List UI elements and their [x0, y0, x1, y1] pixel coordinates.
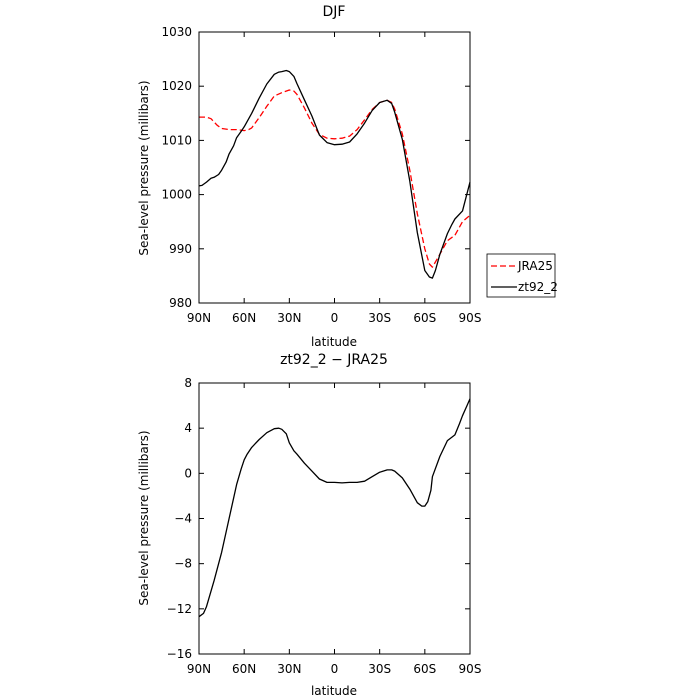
top-series-line-zt92-2	[198, 69, 471, 279]
bottom-plot-frame	[198, 382, 471, 655]
bottom-x-ticks: 90N 60N 30N 0 30S 60S 90S	[187, 383, 482, 676]
top-x-tick-label: 60S	[413, 311, 436, 325]
bottom-chart-title: zt92_2 − JRA25	[280, 352, 388, 368]
top-y-ticks: 980 990 1000 1010 1020 1030	[161, 25, 470, 310]
top-plot-frame	[198, 31, 471, 304]
bottom-y-tick-label: −12	[167, 602, 192, 616]
top-series-line-jra25	[199, 89, 471, 268]
top-x-tick-label: 60N	[232, 311, 256, 325]
bottom-y-axis-title: Sea-level pressure (millibars)	[137, 430, 151, 605]
legend-label-jra25: JRA25	[517, 259, 553, 273]
bottom-x-tick-label: 90S	[459, 662, 482, 676]
top-y-tick-label: 1000	[161, 188, 192, 202]
top-y-axis-title: Sea-level pressure (millibars)	[137, 80, 151, 255]
top-y-tick-label: 1030	[161, 25, 192, 39]
bottom-y-tick-label: 0	[184, 466, 192, 480]
bottom-panel: zt92_2 − JRA25 90N 60N 30N 0 30S 60S 90S −16−1…	[137, 352, 481, 698]
bottom-x-axis-title: latitude	[311, 684, 357, 698]
bottom-y-tick-label: −4	[174, 512, 192, 526]
top-y-tick-label: 990	[169, 242, 192, 256]
top-x-tick-label: 90N	[187, 311, 211, 325]
top-x-tick-label: 0	[331, 311, 339, 325]
bottom-x-tick-label: 90N	[187, 662, 211, 676]
bottom-y-tick-label: 8	[184, 376, 192, 390]
bottom-y-tick-label: −16	[167, 647, 192, 661]
bottom-y-ticks: −16 −12 −8 −4 0 4 8	[167, 376, 470, 661]
bottom-y-tick-label: −8	[174, 557, 192, 571]
top-x-ticks: 90N 60N 30N 0 30S 60S 90S	[187, 32, 482, 325]
top-x-tick-label: 30S	[368, 311, 391, 325]
bottom-x-tick-label: 30S	[368, 662, 391, 676]
bottom-x-tick-label: 60S	[413, 662, 436, 676]
bottom-series-line-0	[198, 398, 471, 618]
top-y-tick-label: 1010	[161, 133, 192, 147]
bottom-x-tick-label: 60N	[232, 662, 256, 676]
bottom-x-tick-label: 30N	[277, 662, 301, 676]
top-y-tick-label: 1020	[161, 79, 192, 93]
legend: JRA25 zt92_2	[486, 253, 558, 298]
top-x-tick-label: 30N	[277, 311, 301, 325]
top-panel: DJF 90N 60N 30N 0 30S 60S 90S 980 990 1000 1010 10…	[137, 4, 558, 349]
bottom-x-tick-label: 0	[331, 662, 339, 676]
top-x-tick-label: 90S	[459, 311, 482, 325]
legend-box	[486, 253, 556, 298]
top-data-lines	[198, 69, 471, 279]
top-chart-title: DJF	[323, 4, 346, 20]
bottom-y-tick-label: 4	[184, 421, 192, 435]
legend-label-zt92-2: zt92_2	[518, 280, 558, 294]
top-y-tick-label: 980	[169, 296, 192, 310]
bottom-data-lines	[198, 398, 471, 618]
top-x-axis-title: latitude	[311, 335, 357, 349]
